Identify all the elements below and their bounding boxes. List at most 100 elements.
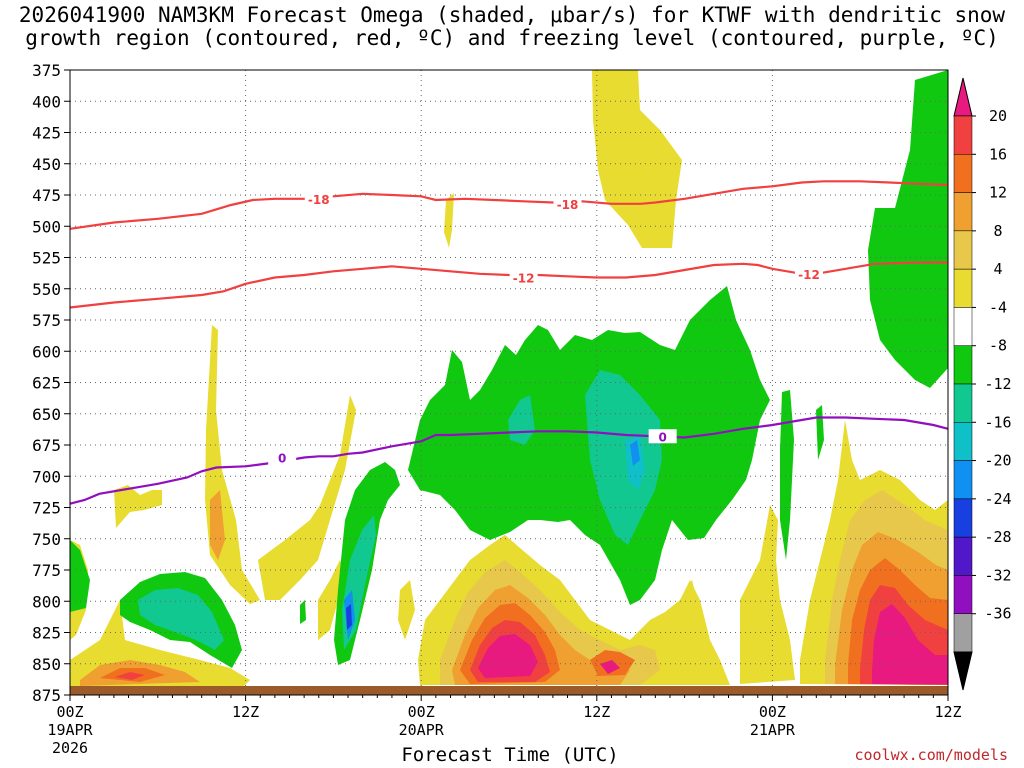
colorbar-bin [953,77,973,117]
y-tick-label: 475 [32,186,61,205]
colorbar-tick-label: -16 [984,413,1011,431]
colorbar-tick-label: -24 [984,490,1011,508]
credit-label: coolwx.com/models [854,746,1008,764]
x-tick-label: 00Z [56,703,83,721]
y-tick-label: 500 [32,217,61,236]
y-tick-label: 850 [32,655,61,674]
contour-label: -18 [308,193,330,207]
y-tick-label: 575 [32,311,61,330]
colorbar-bin [953,154,973,193]
title-line-2: growth region (contoured, red, ºC) and f… [25,26,999,50]
omega-region [592,70,682,248]
y-tick-label: 550 [32,280,61,299]
contour-label-bg [648,429,677,444]
y-tick-label: 450 [32,155,61,174]
colorbar-tick-label: 20 [989,107,1007,125]
omega-region [780,390,794,560]
x-tick-label: 00Z [759,703,786,721]
omega-region [258,395,356,600]
omega-region [740,505,795,684]
colorbar-tick-label: -4 [989,298,1007,316]
colorbar-bin [953,651,973,691]
colorbar-tick-label: 12 [989,184,1007,202]
colorbar-tick-label: -12 [984,375,1011,393]
contour-line [69,416,949,505]
colorbar-bin [953,422,973,461]
y-tick-label: 825 [32,624,61,643]
x-tick-label: 12Z [232,703,259,721]
colorbar-tick-label: -20 [984,452,1011,470]
omega-region [868,70,948,388]
y-tick-label: 675 [32,436,61,455]
contour-label: -12 [513,272,535,286]
x-tick-date: 19APR [47,721,93,739]
contour-label: 0 [658,430,666,444]
contour-label-bg [304,191,333,206]
colorbar-tick-label: -28 [984,528,1011,546]
x-tick-label: 12Z [583,703,610,721]
contour-line [69,180,949,230]
colorbar-bin [953,383,973,423]
y-tick-label: 775 [32,561,61,580]
colorbar-bin [953,115,973,155]
contour-label-bg [553,196,582,211]
y-tick-label: 875 [32,686,61,705]
y-tick-label: 400 [32,92,61,111]
y-tick-label: 800 [32,592,61,611]
omega-shading [70,70,948,695]
omega-region [630,440,640,466]
omega-region [398,580,415,640]
y-axis: 375 400 425 450 475 500 525 550 575 600 625 650 675 7… [32,61,70,705]
y-tick-label: 425 [32,124,61,143]
colorbar-bin [953,575,973,614]
chart-title: 2026041900 NAM3KM Forecast Omega (shaded… [0,4,1024,50]
colorbar-bin [953,192,973,232]
colorbar-bin [953,345,973,385]
omega-region [114,485,162,528]
colorbar-tick-label: -32 [984,566,1011,584]
omega-region [318,560,345,640]
omega-region [478,634,538,678]
terrain-band [70,686,948,695]
colorbar: 20 16 12 8 4 -4 -8 -12 -16 -20 -24 -28 -32 -36 [953,77,1012,691]
colorbar-bin [953,307,973,346]
x-tick-year: 2026 [52,739,88,757]
omega-region [585,370,662,545]
omega-region [300,600,306,624]
y-tick-label: 625 [32,374,61,393]
colorbar-bin [953,613,973,653]
grid-lines [70,70,948,695]
colorbar-bin [953,460,973,500]
omega-region [70,540,90,612]
title-line-1: 2026041900 NAM3KM Forecast Omega (shaded… [18,3,1006,27]
y-tick-label: 725 [32,499,61,518]
contour-label-bg [509,270,538,285]
x-tick-date: 20APR [399,721,445,739]
contour-label-bg [268,450,297,465]
y-tick-label: 750 [32,530,61,549]
y-tick-label: 650 [32,405,61,424]
omega-region [210,490,225,560]
contour-label: -12 [798,268,820,282]
colorbar-tick-label: -8 [989,337,1007,355]
colorbar-tick-label: 16 [989,145,1007,163]
x-tick-label: 12Z [934,703,961,721]
contour-label: -18 [557,198,579,212]
omega-region [664,580,705,682]
colorbar-bin [953,230,973,270]
temperature-contours: -18 -18 -12 -12 0 0 [69,180,949,505]
colorbar-tick-label: 8 [993,222,1002,240]
y-tick-label: 700 [32,467,61,486]
x-tick-date: 21APR [750,721,796,739]
y-tick-label: 375 [32,61,61,80]
x-axis-label: Forecast Time (UTC) [401,744,619,766]
omega-region [816,405,824,460]
colorbar-bin [953,536,973,576]
contour-label-bg [794,266,823,281]
omega-region [444,193,454,248]
omega-region [115,672,145,680]
colorbar-tick-label: 4 [993,260,1002,278]
colorbar-tick-label: -36 [984,605,1011,623]
